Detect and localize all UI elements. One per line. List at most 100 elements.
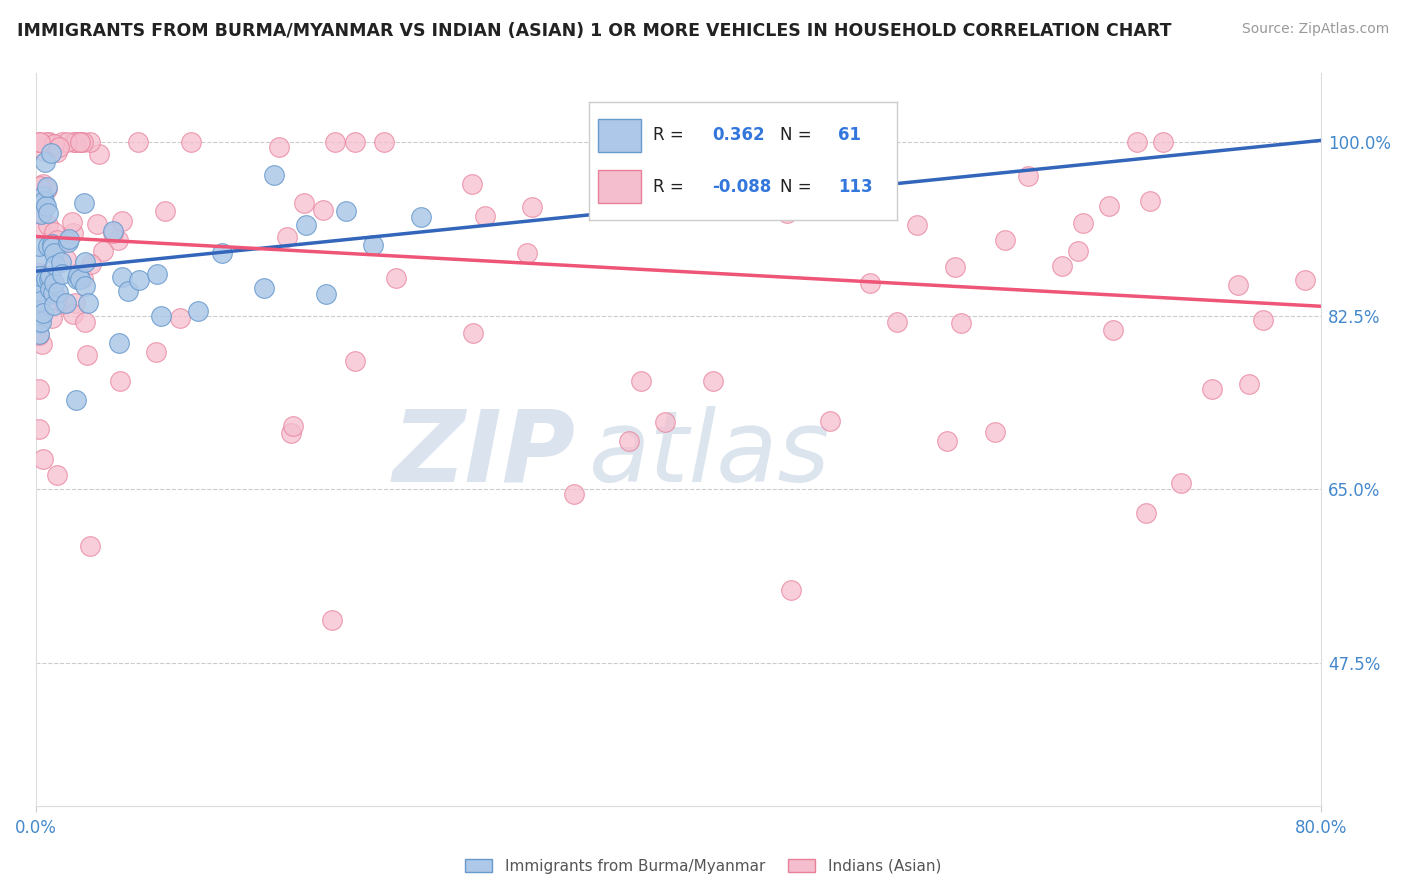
Point bbox=[67, 268, 90, 283]
Point bbox=[63, 296, 86, 310]
Point bbox=[39, 268, 62, 283]
Point bbox=[55, 252, 77, 267]
Point bbox=[53, 297, 76, 311]
Point bbox=[211, 246, 233, 260]
Point bbox=[35, 136, 58, 150]
Point bbox=[30, 136, 52, 150]
Point bbox=[28, 250, 51, 264]
Point bbox=[55, 295, 77, 310]
Point bbox=[38, 271, 60, 285]
Point bbox=[292, 196, 315, 211]
Point bbox=[69, 272, 91, 286]
Point bbox=[69, 136, 91, 150]
Point bbox=[153, 203, 176, 218]
Point bbox=[28, 223, 51, 237]
Point bbox=[38, 136, 60, 150]
Point bbox=[1017, 169, 1039, 183]
Point bbox=[253, 281, 276, 295]
Point bbox=[37, 239, 59, 253]
Point bbox=[461, 177, 484, 191]
Point bbox=[28, 316, 51, 330]
Text: ZIP: ZIP bbox=[392, 406, 575, 503]
Point bbox=[128, 272, 150, 286]
Point bbox=[44, 288, 66, 302]
Point bbox=[1071, 216, 1094, 230]
Point bbox=[44, 258, 66, 272]
Legend: Immigrants from Burma/Myanmar, Indians (Asian): Immigrants from Burma/Myanmar, Indians (… bbox=[458, 853, 948, 880]
Point bbox=[35, 272, 58, 286]
Point bbox=[1050, 260, 1073, 274]
Point bbox=[654, 415, 676, 429]
Point bbox=[42, 285, 65, 300]
Point bbox=[696, 156, 718, 170]
Point bbox=[48, 237, 70, 252]
Point bbox=[51, 136, 73, 150]
Point bbox=[44, 298, 66, 312]
Point bbox=[46, 145, 69, 159]
Point bbox=[1201, 382, 1223, 396]
Point bbox=[344, 136, 367, 150]
Point bbox=[515, 246, 537, 260]
Point bbox=[1226, 278, 1249, 293]
Point bbox=[79, 136, 101, 150]
Point bbox=[76, 296, 98, 310]
Point bbox=[702, 375, 724, 389]
Point bbox=[619, 434, 641, 449]
Point bbox=[73, 195, 96, 210]
Point bbox=[280, 425, 302, 440]
Point bbox=[150, 309, 173, 323]
Point bbox=[28, 422, 51, 436]
Point bbox=[44, 225, 66, 239]
Point bbox=[87, 146, 110, 161]
Point bbox=[107, 234, 129, 248]
Point bbox=[73, 314, 96, 328]
Point bbox=[32, 144, 55, 158]
Point bbox=[42, 274, 65, 288]
Point bbox=[55, 136, 77, 150]
Point bbox=[28, 266, 51, 280]
Point bbox=[62, 307, 84, 321]
Point bbox=[373, 136, 395, 150]
Point bbox=[1170, 475, 1192, 490]
Point bbox=[28, 273, 51, 287]
Point bbox=[32, 306, 55, 320]
Point bbox=[28, 136, 51, 150]
Point bbox=[56, 235, 79, 249]
Point bbox=[80, 257, 103, 271]
Point bbox=[1251, 312, 1274, 326]
Point bbox=[30, 207, 52, 221]
Point bbox=[46, 468, 69, 483]
Point bbox=[111, 214, 134, 228]
Point bbox=[263, 168, 285, 182]
Point bbox=[294, 218, 316, 232]
Text: Source: ZipAtlas.com: Source: ZipAtlas.com bbox=[1241, 22, 1389, 37]
Point bbox=[187, 304, 209, 318]
Point bbox=[30, 268, 52, 283]
Point bbox=[35, 180, 58, 194]
Point bbox=[127, 136, 149, 150]
Point bbox=[63, 136, 86, 150]
Point bbox=[76, 348, 98, 362]
Point bbox=[269, 139, 291, 153]
Point bbox=[72, 271, 94, 285]
Point bbox=[905, 218, 928, 232]
Point bbox=[69, 136, 91, 150]
Point bbox=[411, 210, 433, 224]
Point bbox=[86, 218, 108, 232]
Point bbox=[146, 267, 169, 281]
Point bbox=[984, 425, 1007, 439]
Point bbox=[30, 310, 52, 325]
Text: IMMIGRANTS FROM BURMA/MYANMAR VS INDIAN (ASIAN) 1 OR MORE VEHICLES IN HOUSEHOLD : IMMIGRANTS FROM BURMA/MYANMAR VS INDIAN … bbox=[17, 22, 1171, 40]
Point bbox=[276, 229, 298, 244]
Point bbox=[461, 326, 484, 341]
Point bbox=[60, 215, 83, 229]
Point bbox=[91, 244, 114, 258]
Point bbox=[699, 136, 721, 150]
Point bbox=[30, 315, 52, 329]
Point bbox=[42, 136, 65, 151]
Point bbox=[522, 200, 544, 214]
Point bbox=[111, 270, 134, 285]
Point bbox=[49, 255, 72, 269]
Point bbox=[73, 279, 96, 293]
Point bbox=[28, 327, 51, 342]
